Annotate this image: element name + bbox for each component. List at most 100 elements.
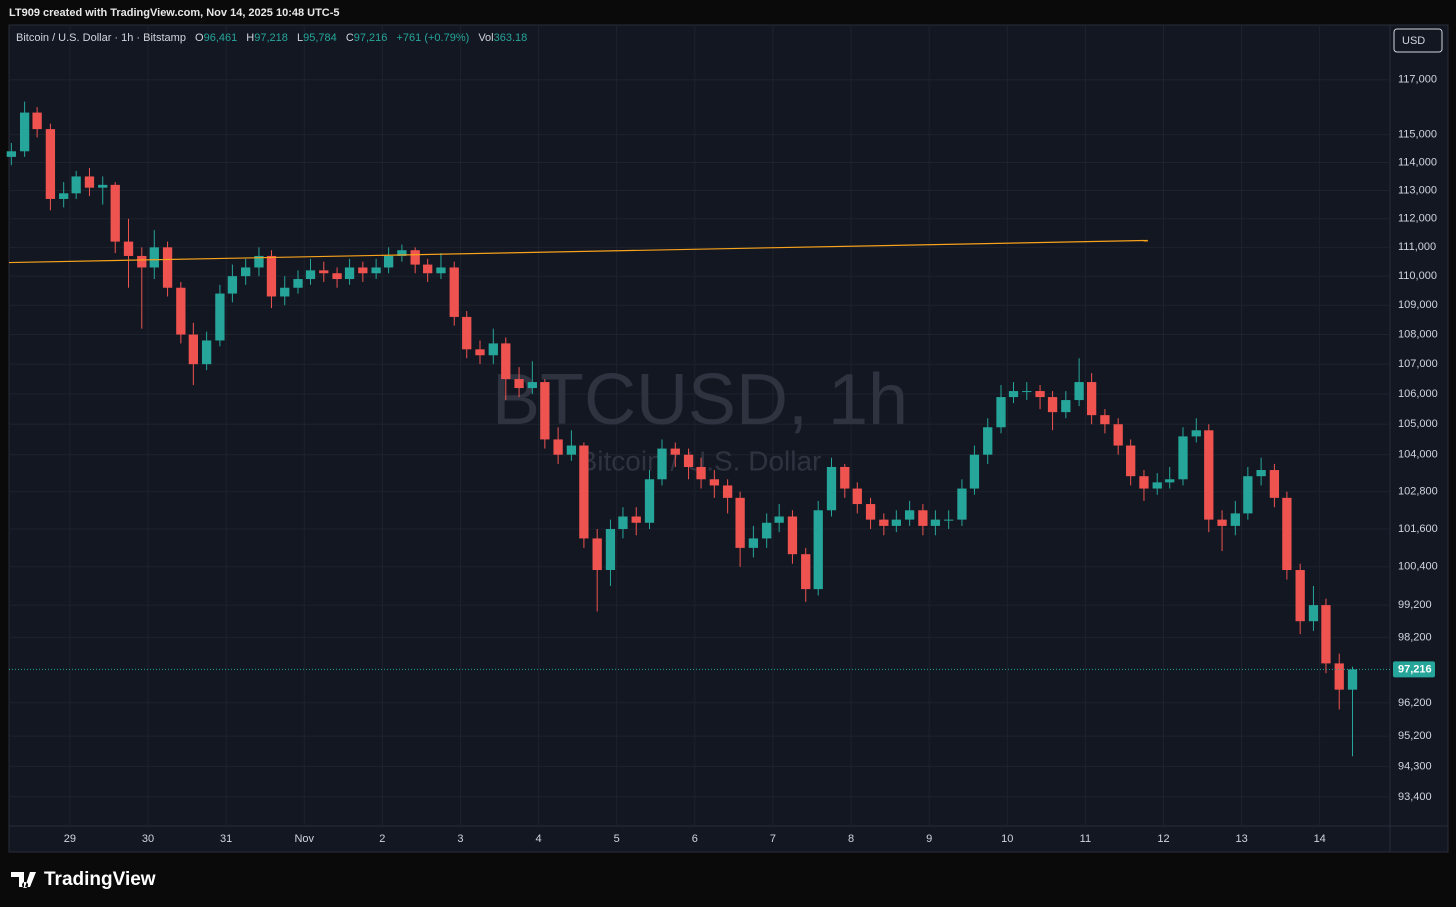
x-tick-label: 13 bbox=[1235, 833, 1247, 845]
header-title: LT909 created with TradingView.com, Nov … bbox=[9, 7, 340, 19]
candle-body bbox=[1204, 430, 1214, 520]
candle-body bbox=[879, 519, 889, 526]
y-tick-label: 105,000 bbox=[1398, 418, 1438, 430]
legend-symbol: Bitcoin / U.S. Dollar · 1h · Bitstamp bbox=[16, 32, 186, 44]
legend-low: 95,784 bbox=[303, 32, 337, 44]
candle-body bbox=[176, 287, 186, 335]
candle-body bbox=[32, 112, 42, 130]
candle-body bbox=[566, 445, 577, 455]
x-tick-label: 10 bbox=[1001, 833, 1013, 845]
candle-body bbox=[670, 448, 680, 455]
candle-body bbox=[787, 516, 798, 555]
candle-body bbox=[241, 267, 251, 277]
currency-label[interactable]: USD bbox=[1402, 35, 1425, 47]
candle-body bbox=[110, 184, 120, 242]
candle-body bbox=[162, 247, 173, 288]
y-tick-label: 106,000 bbox=[1398, 388, 1438, 400]
candle-body bbox=[1047, 397, 1058, 413]
y-tick-label: 112,000 bbox=[1398, 213, 1437, 225]
candle-body bbox=[6, 151, 16, 157]
legend-low-label: L bbox=[297, 32, 303, 44]
y-tick-label: 102,800 bbox=[1398, 486, 1438, 498]
candle-body bbox=[1282, 497, 1292, 571]
candle-body bbox=[59, 193, 69, 199]
candle-body bbox=[1178, 436, 1188, 480]
candle-body bbox=[683, 454, 694, 467]
x-tick-label: 6 bbox=[692, 833, 698, 845]
legend-close-label: C bbox=[346, 32, 354, 44]
candle-body bbox=[644, 479, 655, 523]
y-tick-label: 95,200 bbox=[1398, 730, 1432, 742]
candle-body bbox=[358, 267, 368, 274]
logo-icon bbox=[11, 872, 36, 888]
candle-body bbox=[969, 454, 980, 489]
candle-body bbox=[1217, 519, 1227, 526]
candle-body bbox=[930, 519, 941, 526]
candle-body bbox=[293, 279, 303, 288]
x-tick-label: 29 bbox=[64, 833, 76, 845]
candle-body bbox=[696, 466, 706, 480]
candle-body bbox=[553, 439, 563, 455]
candle-body bbox=[1230, 513, 1240, 526]
candle-body bbox=[996, 397, 1006, 428]
last-price-box bbox=[1393, 661, 1435, 678]
legend-volume: 363.18 bbox=[494, 32, 528, 44]
y-tick-label: 111,000 bbox=[1398, 241, 1436, 253]
x-tick-label: 30 bbox=[142, 833, 154, 845]
candle-body bbox=[957, 488, 967, 520]
candle-body bbox=[1113, 424, 1123, 446]
logo-text: TradingView bbox=[44, 869, 156, 890]
candle-body bbox=[540, 382, 550, 440]
candle-body bbox=[1074, 382, 1084, 401]
x-tick-label: 7 bbox=[770, 833, 776, 845]
candle-body bbox=[1308, 605, 1319, 622]
legend-volume-label: Vol bbox=[478, 32, 493, 44]
trendline bbox=[8, 239, 1148, 264]
last-price-label: 97,216 bbox=[1398, 663, 1432, 675]
candle-body bbox=[826, 466, 837, 511]
candle-body bbox=[1295, 570, 1305, 622]
candle-body bbox=[488, 343, 498, 356]
y-tick-label: 114,000 bbox=[1398, 156, 1437, 168]
candle-body bbox=[149, 247, 159, 268]
candle-body bbox=[410, 250, 420, 265]
candle-body bbox=[45, 129, 56, 199]
candle-body bbox=[1347, 669, 1358, 690]
y-tick-label: 96,200 bbox=[1398, 697, 1432, 709]
candle-body bbox=[254, 255, 264, 268]
candle-body bbox=[631, 516, 641, 523]
candle-body bbox=[762, 522, 772, 539]
candle-body bbox=[527, 382, 537, 389]
candle-body bbox=[137, 255, 147, 268]
x-tick-label: 3 bbox=[457, 833, 463, 845]
candle-body bbox=[904, 510, 915, 520]
candle-body bbox=[98, 184, 108, 188]
candle-body bbox=[1086, 382, 1097, 416]
candle-body bbox=[266, 255, 277, 297]
legend-high: 97,218 bbox=[254, 32, 288, 44]
x-tick-label: 2 bbox=[379, 833, 385, 845]
candle-body bbox=[1243, 476, 1253, 514]
y-tick-label: 113,000 bbox=[1398, 184, 1437, 196]
candle-body bbox=[801, 554, 811, 590]
candle-body bbox=[383, 255, 394, 268]
y-tick-label: 93,400 bbox=[1398, 791, 1432, 803]
candle-body bbox=[449, 267, 459, 317]
candle-body bbox=[371, 267, 381, 274]
legend-open-label: O bbox=[195, 32, 204, 44]
currency-button[interactable] bbox=[1393, 28, 1443, 53]
candle-body bbox=[475, 349, 485, 356]
candle-body bbox=[514, 379, 524, 389]
candle-body bbox=[605, 529, 616, 571]
candle-body bbox=[1035, 391, 1045, 398]
y-tick-label: 101,600 bbox=[1398, 523, 1438, 535]
x-tick-label: Nov bbox=[294, 833, 314, 845]
candle-body bbox=[423, 264, 433, 274]
candle-body bbox=[748, 538, 759, 548]
candle-body bbox=[344, 267, 355, 280]
candle-body bbox=[1334, 663, 1344, 690]
candle-body bbox=[397, 250, 407, 256]
candle-body bbox=[1061, 400, 1071, 413]
candle-body bbox=[1100, 415, 1110, 425]
